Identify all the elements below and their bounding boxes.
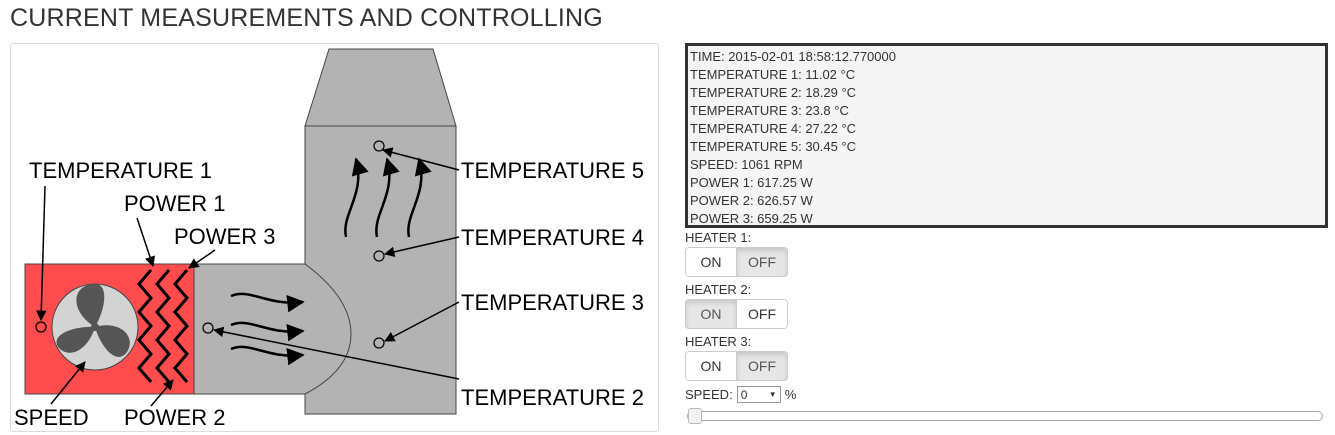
label-power-2: POWER 2: [124, 405, 225, 430]
fan-icon: [51, 283, 139, 371]
diagram-svg: TEMPERATURE 1 POWER 1 POWER 3 SPEED POWE…: [14, 48, 644, 430]
measurement-readout: TIME: 2015-02-01 18:58:12.770000 TEMPERA…: [685, 43, 1328, 228]
heater-2-label: HEATER 2:: [685, 282, 752, 297]
heater-2-off-button[interactable]: OFF: [736, 300, 787, 328]
readout-power-1: POWER 1: 617.25 W: [690, 175, 813, 190]
readout-temperature-4: TEMPERATURE 4: 27.22 °C: [690, 121, 857, 136]
readout-temperature-5: TEMPERATURE 5: 30.45 °C: [690, 139, 857, 154]
heater-2-toggle: ON OFF: [685, 299, 788, 329]
readout-speed: SPEED: 1061 RPM: [690, 157, 803, 172]
heater-1-toggle: ON OFF: [685, 247, 788, 277]
sensor-temperature-5: [373, 140, 385, 152]
chevron-down-icon: ▼: [768, 390, 777, 399]
heater-1-label: HEATER 1:: [685, 230, 752, 245]
label-temperature-2: TEMPERATURE 2: [461, 385, 644, 410]
label-temperature-3: TEMPERATURE 3: [461, 290, 644, 315]
heater-3-toggle: ON OFF: [685, 351, 788, 381]
speed-slider-handle[interactable]: [688, 408, 702, 424]
leader-lines: [36, 147, 460, 407]
speed-select-value: 0: [740, 387, 748, 402]
system-diagram: TEMPERATURE 1 POWER 1 POWER 3 SPEED POWE…: [10, 43, 659, 432]
speed-row: SPEED: 0 ▼ %: [685, 386, 796, 403]
label-power-1: POWER 1: [124, 191, 225, 216]
heater-2-on-button[interactable]: ON: [686, 300, 736, 328]
heater-3-off-button[interactable]: OFF: [736, 352, 787, 380]
label-temperature-5: TEMPERATURE 5: [461, 158, 644, 183]
sensor-temperature-1: [35, 321, 47, 333]
readout-temperature-1: TEMPERATURE 1: 11.02 °C: [690, 67, 856, 82]
speed-slider[interactable]: [687, 408, 1323, 424]
heater-3-label: HEATER 3:: [685, 334, 752, 349]
speed-label: SPEED:: [685, 387, 733, 402]
heater-1-off-button[interactable]: OFF: [736, 248, 787, 276]
label-speed: SPEED: [14, 405, 89, 430]
label-temperature-4: TEMPERATURE 4: [461, 225, 644, 250]
heater-3-on-button[interactable]: ON: [686, 352, 736, 380]
readout-temperature-3: TEMPERATURE 3: 23.8 °C: [690, 103, 849, 118]
label-power-3: POWER 3: [174, 224, 275, 249]
readout-power-3: POWER 3: 659.25 W: [690, 211, 813, 226]
speed-unit: %: [784, 387, 797, 402]
horizontal-airflow-icon: [230, 292, 305, 366]
page-title: CURRENT MEASUREMENTS AND CONTROLLING: [10, 4, 603, 32]
readout-power-2: POWER 2: 626.57 W: [690, 193, 813, 208]
readout-temperature-2: TEMPERATURE 2: 18.29 °C: [690, 85, 857, 100]
label-temperature-1: TEMPERATURE 1: [29, 158, 212, 183]
readout-time: TIME: 2015-02-01 18:58:12.770000: [690, 49, 896, 64]
vertical-airflow-icon: [344, 157, 432, 238]
sensor-temperature-3: [373, 337, 385, 349]
heater-1-on-button[interactable]: ON: [686, 248, 736, 276]
heater-coils-icon: [137, 269, 189, 383]
duct-hood: [304, 48, 457, 127]
speed-select[interactable]: 0 ▼: [736, 386, 781, 403]
